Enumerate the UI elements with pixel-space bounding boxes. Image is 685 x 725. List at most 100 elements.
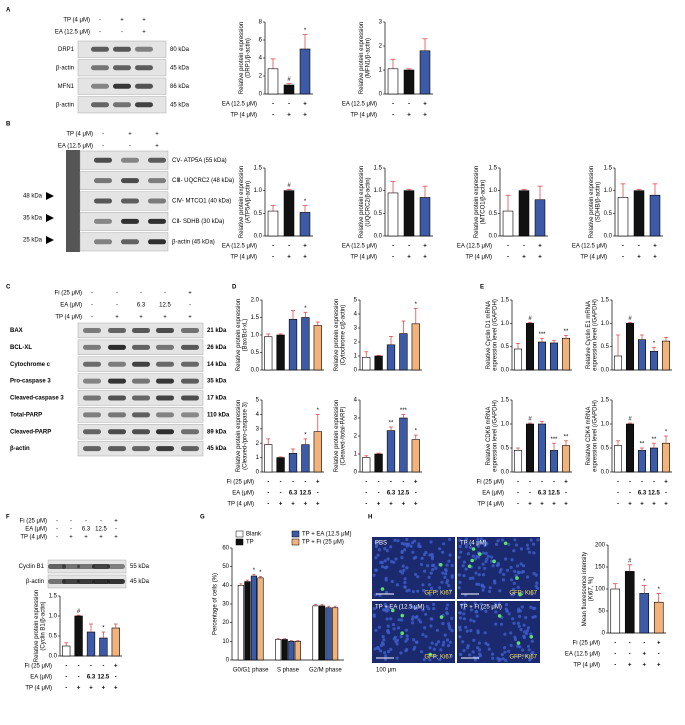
condition-mark: + — [155, 132, 159, 138]
nucleus — [447, 622, 451, 626]
nucleus — [475, 614, 479, 618]
condition-mark: - — [415, 491, 417, 497]
error-bar — [390, 181, 396, 193]
y-axis-label: (DRP1/β-actin) — [246, 38, 252, 78]
nucleus — [421, 583, 425, 587]
error-bar — [628, 322, 632, 324]
ki67-cell — [516, 641, 521, 645]
error-bar — [320, 604, 324, 606]
condition-mark: - — [629, 652, 631, 658]
bar — [244, 581, 251, 661]
y-tick-label: 50 — [222, 564, 229, 570]
blot-band — [113, 83, 131, 89]
condition-mark: + — [522, 255, 526, 261]
condition-label: Fi (25 μM) — [227, 480, 254, 486]
bar — [625, 423, 635, 473]
bar — [419, 50, 431, 95]
nucleus — [482, 539, 486, 543]
nucleus — [445, 612, 449, 616]
condition-label: TP (4 μM) — [55, 315, 82, 321]
nucleus — [444, 569, 448, 573]
error-bar — [616, 334, 620, 356]
nucleus — [503, 646, 507, 650]
y-tick-label: 1.0 — [604, 188, 613, 194]
nucleus — [472, 619, 476, 623]
y-axis-label: Relative protein expression — [34, 590, 40, 662]
y-axis-label: Relative protein expression — [239, 22, 245, 94]
y-tick-label: 2 — [354, 340, 358, 346]
x-tick-label: G0/G1 phase — [233, 668, 269, 674]
bar — [362, 357, 371, 371]
bar — [661, 340, 671, 371]
nucleus — [424, 634, 428, 639]
nucleus — [395, 642, 399, 646]
nucleus — [513, 569, 517, 574]
y-axis-label: Relative protein expression — [359, 166, 365, 238]
mw-marker: 48 kDa — [23, 194, 43, 200]
error-bar — [516, 343, 520, 349]
bar — [257, 577, 264, 661]
nucleus — [377, 548, 381, 552]
blot-size: 86 kDa — [170, 84, 190, 90]
nucleus — [400, 618, 404, 622]
y-axis-label: (Cyclin B1/β-actin) — [41, 601, 47, 650]
y-tick-label: 4 — [256, 412, 260, 418]
nucleus — [383, 559, 387, 563]
nucleus — [487, 647, 491, 651]
y-axis-label: Relative protein expression — [334, 299, 340, 371]
condition-mark: + — [564, 480, 568, 486]
condition-mark: - — [378, 480, 380, 486]
micrograph — [372, 601, 455, 663]
bar — [549, 342, 559, 371]
error-bar — [302, 205, 308, 213]
bar — [264, 336, 273, 371]
y-tick-label: 1.0 — [49, 614, 58, 620]
blot-band — [156, 395, 174, 401]
bar — [374, 453, 383, 473]
nucleus — [383, 657, 388, 662]
bar — [288, 452, 298, 473]
condition-label: Fi (25 μM) — [25, 664, 52, 670]
y-tick-label: 5 — [354, 298, 358, 304]
significance: ** — [389, 421, 394, 427]
y-axis-label: (Bax/Bcl-xL) — [243, 319, 249, 352]
y-tick-label: 1.5 — [251, 315, 260, 321]
nucleus — [445, 563, 449, 567]
y-tick-label: 0.5 — [374, 211, 383, 217]
nucleus — [372, 573, 376, 577]
blot-protein: DRP1 — [58, 47, 75, 53]
condition-mark: - — [189, 303, 191, 309]
error-bar — [401, 320, 406, 334]
error-bar — [656, 593, 661, 603]
y-tick-label: 20 — [222, 620, 229, 626]
condition-mark: + — [377, 502, 381, 508]
nucleus — [392, 637, 396, 641]
condition-mark: + — [414, 502, 418, 508]
nucleus — [410, 605, 414, 609]
y-axis-label: expression level (/GAPDH) — [593, 299, 599, 371]
y-tick-label: 1 — [256, 455, 260, 461]
nucleus — [478, 648, 482, 652]
nucleus — [383, 602, 387, 607]
blot-size: 45 kDa — [207, 446, 227, 452]
bar — [653, 601, 664, 634]
y-tick-label: 0.0 — [501, 470, 510, 476]
blot-band — [148, 198, 166, 204]
nucleus — [405, 589, 409, 593]
y-axis-label: (Cleaved-/pro-caspase 3) — [243, 402, 249, 470]
y-axis-label: Relative protein expression — [359, 22, 365, 94]
nucleus — [530, 639, 534, 643]
nucleus — [415, 615, 419, 619]
nucleus — [527, 648, 531, 652]
condition-mark: + — [303, 113, 307, 119]
bar — [387, 68, 399, 95]
nucleus — [422, 588, 426, 593]
y-axis-label: (Cytochrome c/β-actin) — [341, 305, 347, 366]
nucleus — [476, 544, 480, 548]
significance: *** — [400, 408, 408, 414]
condition-label: EA (μM) — [482, 491, 504, 497]
blot-band — [83, 395, 101, 401]
condition-mark: - — [614, 663, 616, 669]
condition-mark: - — [507, 244, 509, 250]
nucleus — [414, 607, 418, 611]
